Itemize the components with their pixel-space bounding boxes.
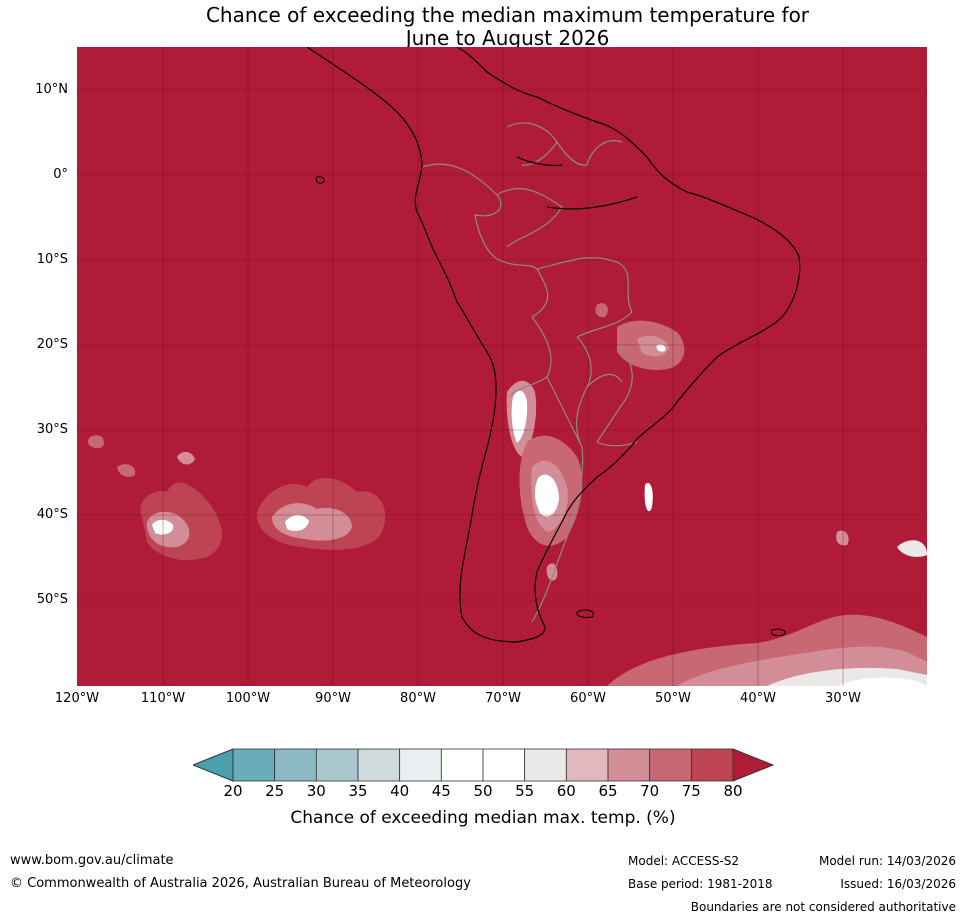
- colorbar-tick: 30: [306, 782, 326, 800]
- colorbar-tick: 70: [640, 782, 660, 800]
- footer-disclaimer: Boundaries are not considered authoritat…: [690, 900, 956, 914]
- colorbar-bin: [690, 748, 734, 782]
- probability-map: [77, 47, 927, 686]
- colorbar: [193, 748, 774, 782]
- southern-anomaly-areas: [607, 530, 927, 686]
- colorbar-bin: [399, 748, 442, 782]
- lon-label-70w: 70°W: [485, 691, 521, 706]
- lat-label-10s: 10°S: [36, 252, 68, 267]
- country-boundaries: [421, 122, 638, 623]
- lat-label-0: 0°: [53, 167, 68, 182]
- lon-label-120w: 120°W: [54, 691, 100, 706]
- lon-label-30w: 30°W: [825, 691, 861, 706]
- lon-label-60w: 60°W: [570, 691, 606, 706]
- colorbar-bin: [607, 748, 651, 782]
- lat-label-20s: 20°S: [36, 337, 68, 352]
- lon-label-90w: 90°W: [315, 691, 351, 706]
- colorbar-tick: 45: [431, 782, 451, 800]
- islands: [315, 176, 786, 637]
- colorbar-tick: 65: [598, 782, 618, 800]
- colorbar-tick: 75: [681, 782, 701, 800]
- colorbar-tick: 55: [515, 782, 535, 800]
- colorbar-bin: [232, 748, 276, 782]
- colorbar-bin: [315, 748, 359, 782]
- probability-anomaly-areas: [87, 435, 386, 561]
- footer-issued: Issued: 16/03/2026: [840, 877, 956, 891]
- colorbar-tick: 40: [390, 782, 410, 800]
- lat-label-50s: 50°S: [36, 592, 68, 607]
- colorbar-bin: [440, 748, 484, 782]
- footer-url: www.bom.gov.au/climate: [10, 853, 174, 868]
- colorbar-below-arrow: [193, 748, 234, 782]
- colorbar-bin: [565, 748, 609, 782]
- map-background: [77, 47, 927, 686]
- lon-label-40w: 40°W: [740, 691, 776, 706]
- lat-label-30s: 30°S: [36, 422, 68, 437]
- lat-label-10n: 10°N: [35, 82, 68, 97]
- colorbar-tick: 60: [556, 782, 576, 800]
- map-title: Chance of exceeding the median maximum t…: [0, 4, 965, 50]
- lon-label-110w: 110°W: [140, 691, 186, 706]
- lat-label-40s: 40°S: [36, 507, 68, 522]
- continental-anomaly-areas: [506, 303, 685, 581]
- coastline: [306, 47, 801, 643]
- colorbar-label: Chance of exceeding median max. temp. (%…: [290, 808, 676, 828]
- graticule: [77, 47, 927, 686]
- title-line-1: Chance of exceeding the median maximum t…: [205, 3, 810, 27]
- colorbar-tick: 20: [223, 782, 243, 800]
- colorbar-above-arrow: [732, 748, 774, 782]
- lon-label-80w: 80°W: [400, 691, 436, 706]
- colorbar-tick: 35: [348, 782, 368, 800]
- footer-model: Model: ACCESS-S2: [628, 854, 740, 868]
- colorbar-bin: [357, 748, 401, 782]
- colorbar-bin: [524, 748, 567, 782]
- colorbar-bin: [482, 748, 526, 782]
- lon-label-50w: 50°W: [655, 691, 691, 706]
- footer-copyright: © Commonwealth of Australia 2026, Austra…: [10, 876, 471, 891]
- title-line-2: June to August 2026: [405, 26, 610, 50]
- lon-label-100w: 100°W: [225, 691, 271, 706]
- colorbar-bins: [232, 748, 734, 782]
- colorbar-bin: [649, 748, 692, 782]
- colorbar-tick: 50: [473, 782, 493, 800]
- footer-base-period: Base period: 1981-2018: [628, 877, 773, 891]
- colorbar-bin: [274, 748, 317, 782]
- colorbar-tick: 80: [723, 782, 743, 800]
- map-canvas: [77, 47, 927, 686]
- footer-model-run: Model run: 14/03/2026: [818, 854, 956, 868]
- colorbar-tick: 25: [265, 782, 285, 800]
